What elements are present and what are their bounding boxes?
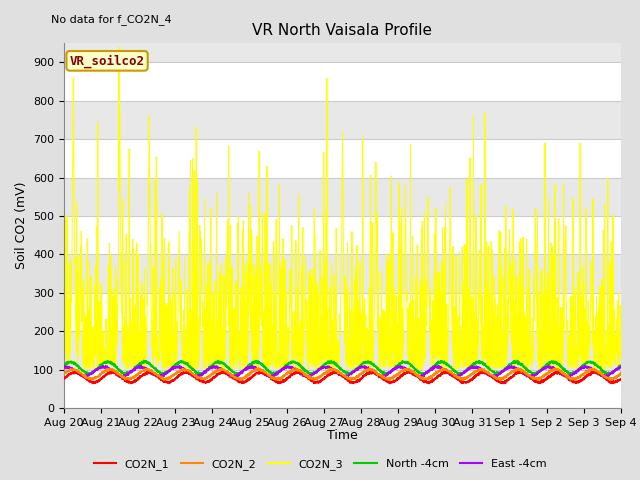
X-axis label: Time: Time	[327, 429, 358, 442]
Text: VR_soilco2: VR_soilco2	[70, 54, 145, 68]
Title: VR North Vaisala Profile: VR North Vaisala Profile	[252, 23, 433, 38]
Bar	[64, 331, 621, 370]
Legend: CO2N_1, CO2N_2, CO2N_3, North -4cm, East -4cm: CO2N_1, CO2N_2, CO2N_3, North -4cm, East…	[90, 455, 550, 474]
Bar	[64, 254, 621, 293]
Bar	[64, 101, 621, 139]
Bar	[64, 24, 621, 62]
Bar	[64, 178, 621, 216]
Text: No data for f_CO2N_4: No data for f_CO2N_4	[51, 14, 172, 25]
Y-axis label: Soil CO2 (mV): Soil CO2 (mV)	[15, 182, 28, 269]
